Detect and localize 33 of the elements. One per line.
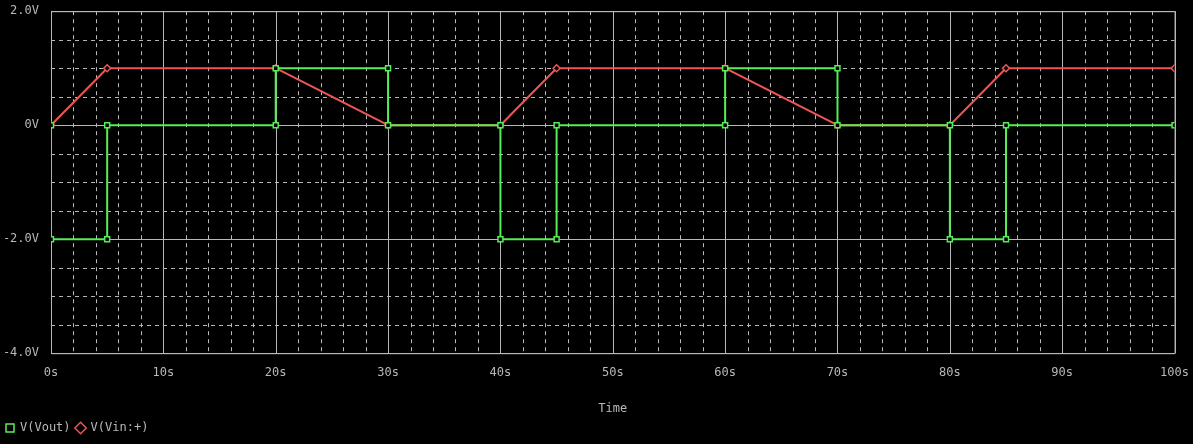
y-tick-label: -2.0V	[2, 231, 39, 246]
x-tick-label: 100s	[1160, 364, 1189, 379]
point	[1001, 63, 1011, 73]
x-tick-label: 30s	[377, 364, 399, 379]
point	[553, 121, 560, 129]
point	[102, 63, 112, 73]
x-axis-title: Time	[598, 400, 628, 415]
point	[1002, 121, 1010, 129]
x-tick-label: 70s	[826, 364, 849, 379]
x-tick-label: 80s	[939, 364, 961, 379]
point	[721, 121, 729, 129]
x-tick-label: 10s	[152, 364, 175, 379]
y-tick-label: 2.0V	[10, 3, 39, 18]
point	[103, 235, 111, 243]
point	[103, 121, 111, 129]
point	[946, 235, 954, 243]
x-tick-label: 0s	[43, 364, 59, 379]
point	[497, 235, 504, 243]
point	[552, 63, 561, 73]
point	[834, 64, 841, 72]
y-tick-label: -4.0V	[2, 345, 39, 360]
point	[553, 235, 560, 243]
point	[384, 64, 392, 72]
point	[1002, 235, 1010, 243]
x-tick-label: 90s	[1051, 364, 1074, 379]
x-tick-label: 60s	[714, 364, 736, 379]
point	[272, 121, 279, 129]
y-tick-label: 0V	[24, 117, 39, 132]
x-tick-label: 40s	[489, 364, 512, 379]
legend-label: V(Vout)	[20, 420, 71, 435]
legend-label: V(Vin:+)	[90, 420, 149, 435]
x-tick-label: 50s	[601, 364, 624, 379]
x-tick-label: 20s	[264, 364, 287, 379]
